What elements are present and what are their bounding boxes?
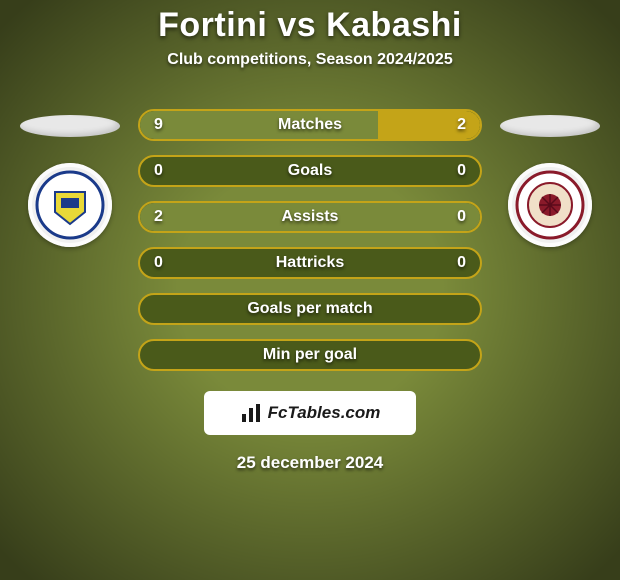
stat-row: Assists2 0 bbox=[138, 201, 482, 233]
stat-value-right: 0 bbox=[457, 254, 466, 272]
main-row: Matches92Goals00Assists20Hattricks00Goal… bbox=[0, 109, 620, 371]
stat-label: Matches bbox=[140, 116, 480, 134]
stats-bars: Matches92Goals00Assists20Hattricks00Goal… bbox=[138, 109, 482, 371]
shield-icon bbox=[35, 170, 105, 240]
shield-icon bbox=[515, 170, 585, 240]
stat-label: Assists bbox=[140, 208, 480, 226]
stat-label: Hattricks bbox=[140, 254, 480, 272]
stat-row: Hattricks0 0 bbox=[138, 247, 482, 279]
stat-value-left: 0 bbox=[154, 254, 163, 272]
stat-value-right: 2 bbox=[457, 116, 466, 134]
stat-row: Goals per match bbox=[138, 293, 482, 325]
date-label: 25 december 2024 bbox=[237, 453, 384, 473]
stat-label: Goals per match bbox=[140, 300, 480, 318]
chart-icon bbox=[240, 402, 262, 424]
watermark[interactable]: FcTables.com bbox=[204, 391, 416, 435]
stat-value-left: 9 bbox=[154, 116, 163, 134]
right-side bbox=[500, 109, 600, 247]
stat-label: Min per goal bbox=[140, 346, 480, 364]
club-badge-right bbox=[508, 163, 592, 247]
left-side bbox=[20, 109, 120, 247]
stat-row: Goals0 0 bbox=[138, 155, 482, 187]
page-title: Fortini vs Kabashi bbox=[158, 6, 462, 45]
page-subtitle: Club competitions, Season 2024/2025 bbox=[167, 51, 452, 69]
stat-row: Min per goal bbox=[138, 339, 482, 371]
content-wrapper: Fortini vs Kabashi Club competitions, Se… bbox=[0, 0, 620, 580]
stat-value-right: 0 bbox=[457, 208, 466, 226]
stat-row: Matches9 2 bbox=[138, 109, 482, 141]
watermark-label: FcTables.com bbox=[268, 403, 381, 423]
club-badge-left bbox=[28, 163, 112, 247]
stat-label: Goals bbox=[140, 162, 480, 180]
player-placeholder-right bbox=[500, 115, 600, 137]
stat-value-right: 0 bbox=[457, 162, 466, 180]
stat-value-left: 2 bbox=[154, 208, 163, 226]
stat-value-left: 0 bbox=[154, 162, 163, 180]
player-placeholder-left bbox=[20, 115, 120, 137]
